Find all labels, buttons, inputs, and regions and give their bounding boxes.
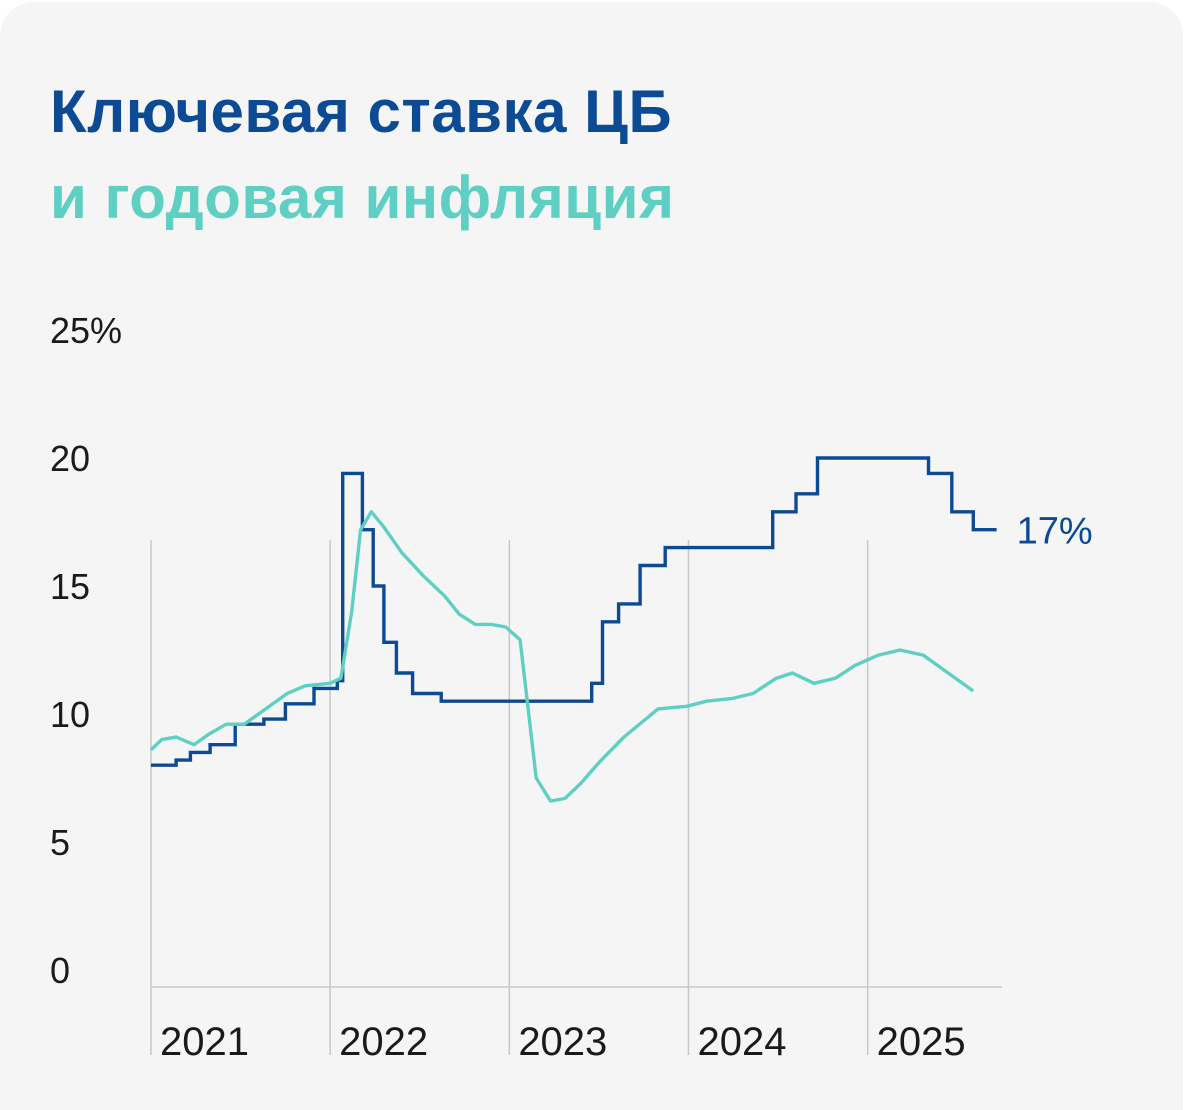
end-label-layer: 17%	[1017, 511, 1093, 553]
x-tick-label: 2025	[877, 1020, 966, 1064]
chart-subtitle: и годовая инфляция	[50, 164, 675, 231]
x-tick-label: 2021	[160, 1020, 249, 1064]
y-tick-label: 10	[50, 694, 90, 735]
x-axis-ticks: 2021 2022 2023 2024 2025	[160, 1020, 966, 1064]
y-axis-ticks: 25% 20 15 10 5 0	[50, 310, 122, 991]
x-tick-label: 2022	[339, 1020, 428, 1064]
y-tick-label: 20	[50, 438, 90, 479]
key-rate-end-label: 17%	[1017, 511, 1093, 553]
y-tick-label: 0	[50, 950, 70, 991]
series-line-key_rate	[151, 456, 997, 767]
series-layer	[149, 456, 997, 803]
y-tick-label: 15	[50, 566, 90, 607]
grid-layer	[150, 540, 1002, 1055]
y-tick-label: 5	[50, 822, 70, 863]
x-tick-label: 2024	[697, 1020, 786, 1064]
series-line-inflation	[149, 510, 975, 803]
x-tick-label: 2023	[518, 1020, 607, 1064]
y-tick-label: 25%	[50, 310, 122, 351]
chart-title: Ключевая ставка ЦБ	[50, 78, 673, 145]
